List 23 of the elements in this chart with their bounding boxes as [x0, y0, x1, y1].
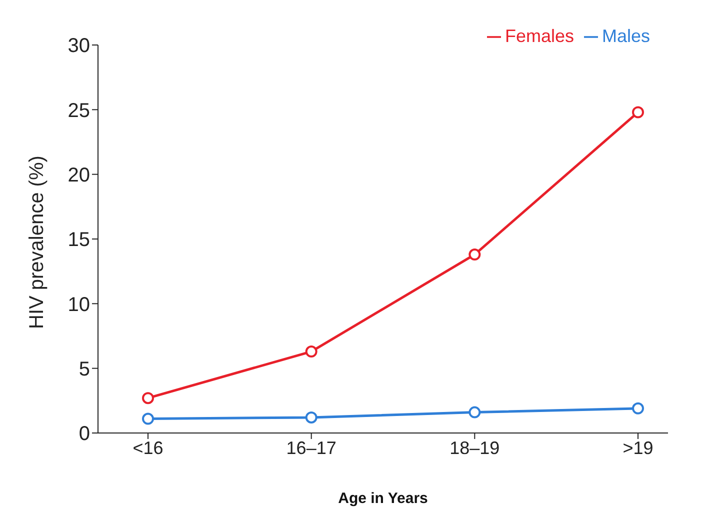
y-tick-label: 10	[68, 294, 90, 316]
point	[142, 412, 154, 425]
point	[632, 106, 644, 118]
point	[305, 411, 318, 424]
legend-label: Males	[602, 26, 650, 46]
x-tick-label: 16–17	[286, 438, 336, 458]
y-tick-label: 25	[68, 100, 90, 122]
y-tick-label: 30	[68, 35, 90, 58]
point	[632, 402, 644, 414]
point	[142, 392, 154, 404]
y-tick-label: 0	[78, 423, 90, 446]
point	[468, 248, 481, 261]
x-tick-label: >19	[622, 438, 654, 458]
y-tick-label: 20	[68, 164, 90, 186]
y-tick-label: 15	[68, 229, 90, 252]
legend-label: Females	[504, 26, 574, 46]
y-axis-title: HIV prevalence (%)	[26, 156, 48, 329]
x-axis-title: Age in Years	[338, 490, 428, 507]
y-tick-label: 5	[78, 358, 90, 380]
point	[305, 346, 318, 358]
x-tick-label: 18–19	[450, 438, 500, 458]
x-tick-label: <16	[132, 438, 164, 458]
point	[468, 406, 481, 418]
